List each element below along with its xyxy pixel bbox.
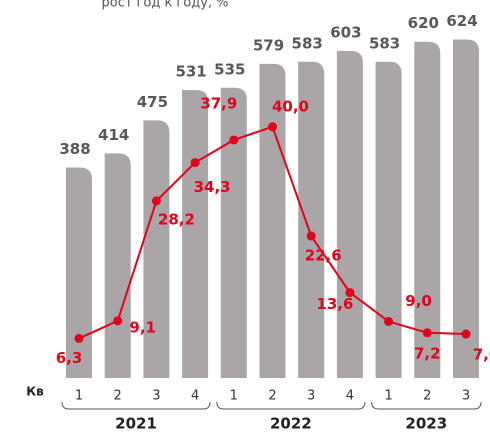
line-point [461, 329, 471, 339]
bar-label: 531 [175, 62, 206, 80]
line-label: 34,3 [194, 178, 231, 196]
x-tick-label: 1 [384, 389, 392, 404]
bar [414, 41, 441, 379]
line-point [268, 122, 277, 132]
x-tick-label: 1 [230, 389, 238, 404]
bar [104, 153, 131, 378]
bar-label: 414 [98, 126, 129, 144]
line-point [151, 196, 161, 206]
line-label: 28,2 [158, 210, 195, 228]
bar-label: 475 [137, 93, 168, 111]
line-label: 22,6 [305, 247, 342, 265]
year-bracket [371, 401, 482, 410]
subtitle: рост год к году, % [101, 0, 228, 11]
x-tick-label: 1 [75, 389, 83, 404]
bar-label: 388 [59, 140, 90, 158]
bar [143, 120, 170, 379]
bar-label: 620 [408, 14, 439, 32]
line-point [422, 328, 432, 338]
bar-label: 535 [214, 60, 245, 78]
bar [220, 87, 247, 378]
line-label: 13,6 [316, 295, 353, 313]
bar-label: 583 [369, 34, 400, 52]
x-tick-label: 2 [268, 389, 276, 404]
x-tick-label: 2 [423, 389, 431, 404]
line-point [306, 231, 316, 241]
x-tick-label: 4 [346, 389, 354, 404]
line-label: 40,0 [272, 97, 309, 115]
line-label: 9,1 [129, 318, 156, 336]
bar [453, 39, 479, 378]
line-point [345, 288, 355, 298]
year-label: 2022 [270, 415, 312, 432]
bar-label: 603 [330, 23, 361, 41]
line-point [229, 135, 239, 145]
year-bracket [61, 401, 211, 410]
line-label: 9,0 [405, 292, 432, 310]
bar-label: 624 [446, 12, 477, 30]
bar [298, 61, 325, 379]
x-tick-label: 2 [114, 389, 122, 404]
x-tick-label: 3 [307, 389, 315, 404]
line-label: 7,0 [473, 346, 490, 364]
line-point [190, 158, 200, 168]
x-tick-label: 4 [191, 389, 199, 404]
line-label: 37,9 [200, 94, 237, 112]
bar-label: 583 [292, 34, 323, 52]
line-point [113, 316, 123, 326]
bar [66, 167, 92, 378]
line-label: 6,3 [56, 349, 83, 367]
year-bracket [216, 401, 366, 410]
year-label: 2023 [405, 415, 447, 432]
bar [336, 50, 363, 378]
line-point [384, 316, 394, 326]
bar [375, 61, 402, 379]
x-tick-label: 3 [462, 389, 470, 404]
year-label: 2021 [115, 415, 157, 432]
x-tick-label: 3 [152, 389, 160, 404]
x-label: Кв [26, 385, 44, 399]
line-label: 7,2 [414, 344, 441, 362]
bar [182, 89, 209, 379]
line-point [74, 333, 84, 343]
bar-label: 579 [253, 36, 284, 54]
